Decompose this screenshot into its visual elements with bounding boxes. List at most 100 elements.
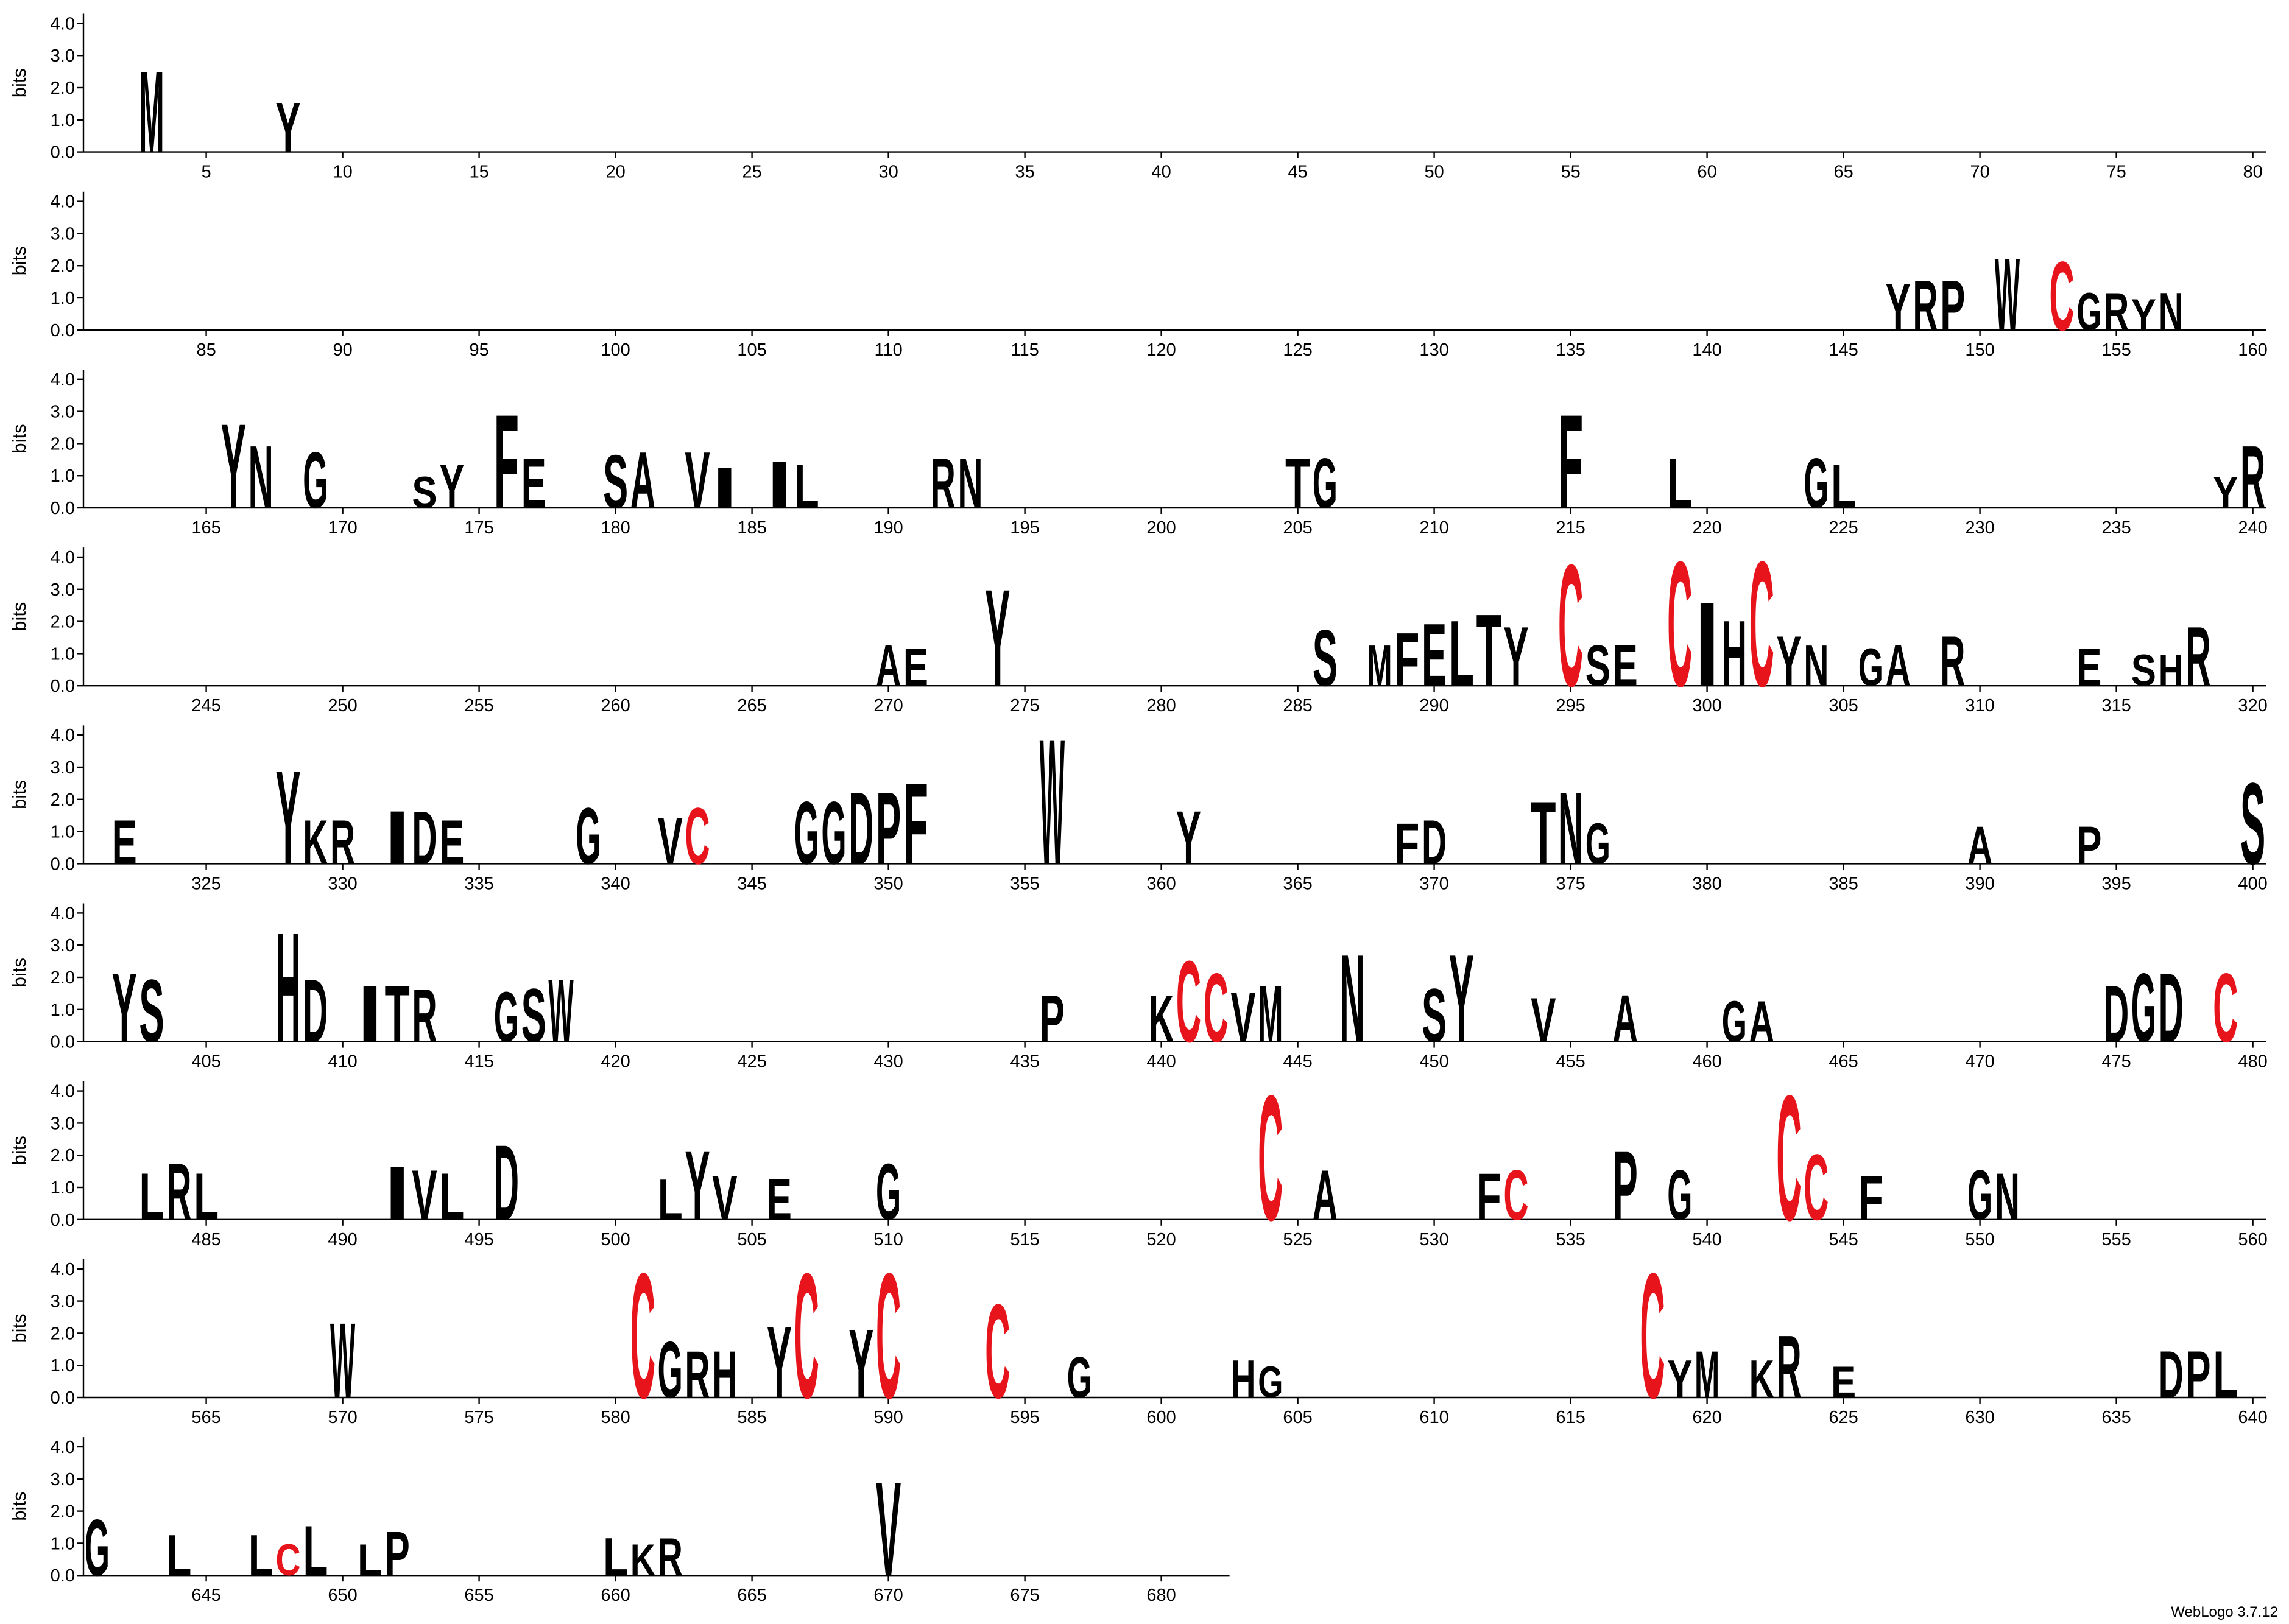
letter-stack: C bbox=[1503, 1155, 1528, 1235]
logo-letter: I bbox=[767, 448, 792, 522]
y-tick-label: 0.0 bbox=[51, 1388, 75, 1408]
letter-stack: L bbox=[249, 1523, 273, 1587]
logo-letter: C bbox=[1258, 1059, 1283, 1258]
logo-letter: D bbox=[1422, 807, 1447, 877]
logo-letter: N bbox=[1340, 929, 1365, 1069]
x-tick-label: 260 bbox=[601, 696, 630, 715]
letter-stack: R bbox=[2240, 427, 2265, 527]
letter-stack: G bbox=[1585, 812, 1610, 876]
y-tick-label: 4.0 bbox=[51, 726, 75, 745]
logo-letter: G bbox=[494, 977, 519, 1057]
letter-stack: A bbox=[1613, 982, 1638, 1056]
letter-stack: K bbox=[1749, 1349, 1774, 1409]
letter-stack: P bbox=[1940, 265, 1965, 345]
x-tick-label: 65 bbox=[1833, 163, 1853, 182]
logo-letter: M bbox=[1258, 969, 1283, 1059]
y-tick-label: 1.0 bbox=[51, 289, 75, 308]
logo-letter: F bbox=[494, 387, 519, 537]
letter-stack: V bbox=[685, 435, 710, 526]
logo-letter: C bbox=[1204, 954, 1229, 1063]
x-tick-label: 665 bbox=[737, 1586, 766, 1605]
logo-letter: Y bbox=[1449, 929, 1474, 1069]
letter-stack: F bbox=[1476, 1159, 1501, 1234]
x-tick-label: 290 bbox=[1419, 696, 1448, 715]
x-tick-label: 200 bbox=[1146, 518, 1176, 538]
y-tick-label: 4.0 bbox=[51, 1082, 75, 1102]
letter-stack: G bbox=[1067, 1345, 1092, 1410]
x-tick-label: 145 bbox=[1829, 340, 1858, 360]
letter-stack: L bbox=[439, 1159, 464, 1234]
letter-stack: H bbox=[2159, 645, 2184, 695]
x-tick-label: 645 bbox=[191, 1586, 220, 1605]
logo-letter: H bbox=[2159, 645, 2184, 695]
x-tick-label: 585 bbox=[737, 1408, 766, 1427]
logo-letter: G bbox=[1258, 1357, 1283, 1407]
letter-stack: M bbox=[1695, 1338, 1719, 1412]
logo-letter: R bbox=[412, 973, 437, 1058]
letter-stack: I bbox=[767, 448, 792, 522]
logo-letter: A bbox=[876, 633, 901, 698]
x-tick-label: 140 bbox=[1692, 340, 1721, 360]
x-tick-label: 480 bbox=[2238, 1052, 2267, 1072]
letter-stack: N bbox=[1995, 1159, 2020, 1234]
x-tick-label: 125 bbox=[1283, 340, 1312, 360]
letter-stack: R bbox=[330, 807, 355, 877]
letter-stack: G bbox=[303, 435, 328, 526]
x-tick-label: 245 bbox=[191, 696, 220, 715]
letter-stack: R bbox=[2104, 281, 2129, 341]
x-tick-label: 490 bbox=[328, 1230, 357, 1250]
y-tick-label: 1.0 bbox=[51, 1000, 75, 1020]
logo-letter: I bbox=[358, 969, 383, 1059]
letter-stack: Y bbox=[1776, 622, 1801, 701]
letter-stack: N bbox=[958, 444, 982, 524]
y-tick-label: 3.0 bbox=[51, 46, 75, 66]
logo-letter: C bbox=[1558, 529, 1583, 723]
x-tick-label: 165 bbox=[191, 518, 220, 538]
x-tick-label: 505 bbox=[737, 1230, 766, 1250]
logo-letter: N bbox=[1804, 633, 1829, 698]
logo-letter: P bbox=[2185, 1338, 2210, 1412]
logo-letter: G bbox=[1858, 638, 1883, 697]
letter-stack: D bbox=[2159, 1338, 2184, 1412]
letter-stack: M bbox=[139, 47, 164, 177]
x-tick-label: 495 bbox=[464, 1230, 493, 1250]
letter-stack: M bbox=[1258, 969, 1283, 1059]
letter-stack: Y bbox=[2131, 290, 2156, 340]
letter-stack: G bbox=[1858, 638, 1883, 697]
x-tick-label: 80 bbox=[2243, 163, 2262, 182]
logo-letter: S bbox=[1422, 973, 1447, 1058]
x-tick-label: 160 bbox=[2238, 340, 2267, 360]
logo-letter: L bbox=[1449, 600, 1474, 706]
letter-stack: T bbox=[385, 969, 410, 1059]
letter-stack: G bbox=[1804, 444, 1829, 524]
logo-letter: D bbox=[2159, 954, 2184, 1063]
letter-stack: K bbox=[303, 807, 328, 877]
x-tick-label: 475 bbox=[2101, 1052, 2131, 1072]
logo-letter: G bbox=[876, 1147, 901, 1237]
x-tick-label: 90 bbox=[333, 340, 352, 360]
logo-letter: P bbox=[1613, 1132, 1638, 1241]
x-tick-label: 510 bbox=[873, 1230, 903, 1250]
letter-stack: L bbox=[166, 1523, 191, 1587]
letter-stack: E bbox=[767, 1167, 792, 1232]
logo-letter: Y bbox=[685, 1132, 710, 1241]
letter-stack: A bbox=[1749, 990, 1774, 1054]
x-tick-label: 45 bbox=[1288, 163, 1307, 182]
letter-stack: G bbox=[1722, 990, 1747, 1054]
letter-stack: S bbox=[139, 960, 164, 1061]
letter-stack: R bbox=[166, 1147, 191, 1237]
logo-letter: L bbox=[658, 1167, 683, 1232]
x-tick-label: 590 bbox=[873, 1408, 903, 1427]
x-tick-label: 455 bbox=[1556, 1052, 1585, 1072]
letter-stack: I bbox=[358, 969, 383, 1059]
y-tick-label: 4.0 bbox=[51, 192, 75, 212]
x-tick-label: 370 bbox=[1419, 874, 1448, 893]
x-tick-label: 100 bbox=[601, 340, 630, 360]
logo-letter: T bbox=[1531, 782, 1556, 883]
logo-letter: C bbox=[1776, 1059, 1801, 1258]
x-tick-label: 270 bbox=[873, 696, 903, 715]
letter-stack: L bbox=[358, 1535, 383, 1585]
letter-stack: G bbox=[1258, 1357, 1283, 1407]
x-tick-label: 425 bbox=[737, 1052, 766, 1072]
x-tick-label: 470 bbox=[1965, 1052, 1994, 1072]
